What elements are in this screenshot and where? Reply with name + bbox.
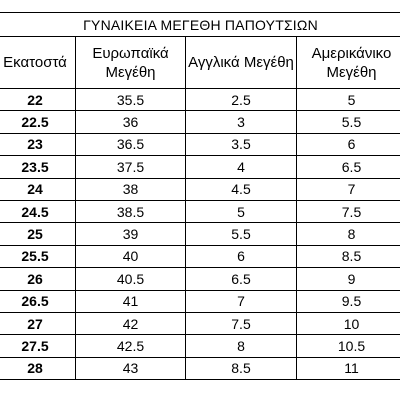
table-cell: 9 xyxy=(295,267,400,291)
table-cell: 41 xyxy=(75,289,186,313)
table-row: 22 35.5 2.5 5 xyxy=(0,87,400,112)
table-cell: 24.5 xyxy=(0,199,76,224)
table-cell: 11 xyxy=(295,356,400,381)
table-row: 27 42 7.5 10 xyxy=(0,311,400,336)
table-cell: 7.5 xyxy=(295,199,400,224)
table-cell: 6 xyxy=(295,132,400,157)
table-cell: 36.5 xyxy=(75,132,186,157)
table-title: ΓΥΝΑΙΚΕΙΑ ΜΕΓΕΘΗ ΠΑΠΟΥΤΣΙΩΝ xyxy=(0,12,400,37)
table-cell: 27.5 xyxy=(0,334,76,358)
column-header: Αγγλικά Μεγέθη xyxy=(185,36,297,89)
table-cell: 5 xyxy=(295,87,400,112)
table-cell: 26.5 xyxy=(0,289,76,313)
table-cell: 26 xyxy=(0,267,76,291)
column-header: Εκατοστά xyxy=(0,36,76,89)
table-cell: 25.5 xyxy=(0,244,76,269)
size-table: ΓΥΝΑΙΚΕΙΑ ΜΕΓΕΘΗ ΠΑΠΟΥΤΣΙΩΝ Εκατοστά Ευρω… xyxy=(0,12,400,381)
table-cell: 38 xyxy=(75,177,186,201)
table-cell: 36 xyxy=(75,110,186,134)
table-cell: 9.5 xyxy=(295,289,400,313)
table-row: 22.5 36 3 5.5 xyxy=(0,110,400,134)
column-header: Αμερικάνικο Μεγέθη xyxy=(295,36,400,89)
table-cell: 35.5 xyxy=(75,87,186,112)
table-cell: 10 xyxy=(295,311,400,336)
table-cell: 39 xyxy=(75,222,186,246)
table-cell: 37.5 xyxy=(75,155,186,179)
table-cell: 10.5 xyxy=(295,334,400,358)
table-row: 23 36.5 3.5 6 xyxy=(0,132,400,157)
table-cell: 8 xyxy=(295,222,400,246)
table-cell: 4.5 xyxy=(185,177,297,201)
table-cell: 5.5 xyxy=(295,110,400,134)
table-row: 24.5 38.5 5 7.5 xyxy=(0,199,400,224)
title-row: ΓΥΝΑΙΚΕΙΑ ΜΕΓΕΘΗ ΠΑΠΟΥΤΣΙΩΝ xyxy=(0,12,400,37)
table-cell: 27 xyxy=(0,311,76,336)
table-cell: 8.5 xyxy=(295,244,400,269)
table-cell: 7 xyxy=(185,289,297,313)
table-cell: 7.5 xyxy=(185,311,297,336)
table-cell: 38.5 xyxy=(75,199,186,224)
table-cell: 28 xyxy=(0,356,76,381)
table-row: 26.5 41 7 9.5 xyxy=(0,289,400,313)
table-cell: 22.5 xyxy=(0,110,76,134)
table-cell: 25 xyxy=(0,222,76,246)
table-cell: 6 xyxy=(185,244,297,269)
table-cell: 3 xyxy=(185,110,297,134)
table-cell: 43 xyxy=(75,356,186,381)
table-cell: 42.5 xyxy=(75,334,186,358)
table-row: 23.5 37.5 4 6.5 xyxy=(0,155,400,179)
table-cell: 8 xyxy=(185,334,297,358)
table-cell: 7 xyxy=(295,177,400,201)
table-row: 24 38 4.5 7 xyxy=(0,177,400,201)
table-row: 27.5 42.5 8 10.5 xyxy=(0,334,400,358)
table-body: 22 35.5 2.5 5 22.5 36 3 5.5 23 36.5 3.5 6 23.5 37.5 4 6… xyxy=(0,87,400,381)
table-cell: 23.5 xyxy=(0,155,76,179)
header-row: Εκατοστά Ευρωπαϊκά Μεγέθη Αγγλικά Μεγέθη Αμ… xyxy=(0,36,400,89)
table-cell: 4 xyxy=(185,155,297,179)
table-cell: 22 xyxy=(0,87,76,112)
table-cell: 5 xyxy=(185,199,297,224)
table-cell: 6.5 xyxy=(185,267,297,291)
table-cell: 42 xyxy=(75,311,186,336)
table-cell: 3.5 xyxy=(185,132,297,157)
table-row: 28 43 8.5 11 xyxy=(0,356,400,381)
table-row: 25 39 5.5 8 xyxy=(0,222,400,246)
table-cell: 8.5 xyxy=(185,356,297,381)
table-cell: 23 xyxy=(0,132,76,157)
table-cell: 2.5 xyxy=(185,87,297,112)
table-cell: 40.5 xyxy=(75,267,186,291)
table-cell: 5.5 xyxy=(185,222,297,246)
table-cell: 6.5 xyxy=(295,155,400,179)
table-cell: 24 xyxy=(0,177,76,201)
table-row: 26 40.5 6.5 9 xyxy=(0,267,400,291)
column-header: Ευρωπαϊκά Μεγέθη xyxy=(75,36,186,89)
table-cell: 40 xyxy=(75,244,186,269)
table-row: 25.5 40 6 8.5 xyxy=(0,244,400,269)
